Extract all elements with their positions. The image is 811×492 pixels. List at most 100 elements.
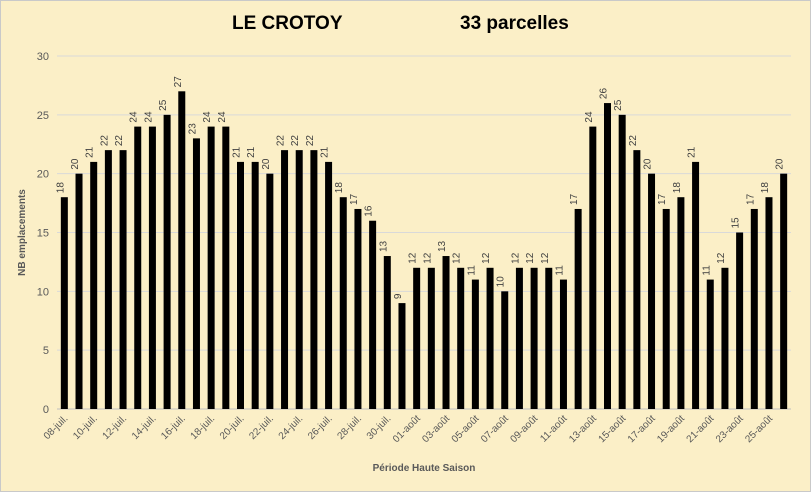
y-axis-title: NB emplacements bbox=[17, 189, 28, 276]
bar bbox=[442, 256, 450, 409]
data-label: 20 bbox=[70, 158, 81, 170]
data-label: 17 bbox=[657, 193, 668, 205]
bar bbox=[648, 173, 656, 409]
bar bbox=[589, 126, 597, 409]
x-tick-label: 10-juil. bbox=[71, 413, 100, 442]
bar bbox=[310, 150, 318, 409]
x-tick-label: 21-août bbox=[685, 413, 717, 445]
x-tick-label: 28-juil. bbox=[335, 413, 364, 442]
bar bbox=[457, 267, 465, 409]
bar bbox=[501, 291, 509, 409]
bar bbox=[545, 267, 553, 409]
data-label: 27 bbox=[173, 76, 184, 88]
bar bbox=[721, 267, 729, 409]
bar bbox=[765, 197, 773, 409]
bar bbox=[618, 114, 626, 409]
y-tick-label: 30 bbox=[37, 51, 49, 63]
bar bbox=[60, 197, 68, 409]
bar bbox=[192, 138, 200, 409]
data-label: 12 bbox=[422, 252, 433, 264]
bar bbox=[237, 161, 244, 409]
x-tick-label: 14-juil. bbox=[130, 413, 159, 442]
x-tick-label: 08-juil. bbox=[42, 413, 71, 442]
chart-title: LE CROTOY bbox=[232, 13, 343, 34]
bar bbox=[515, 267, 523, 409]
data-label: 18 bbox=[334, 182, 345, 194]
data-label: 21 bbox=[246, 146, 257, 158]
bar bbox=[736, 232, 744, 409]
x-tick-label: 09-août bbox=[508, 413, 540, 445]
bar bbox=[530, 267, 538, 409]
data-label: 10 bbox=[496, 276, 507, 288]
x-tick-label: 15-août bbox=[597, 413, 629, 445]
x-tick-label: 07-août bbox=[479, 413, 511, 445]
bar bbox=[559, 279, 567, 409]
data-label: 21 bbox=[232, 146, 243, 158]
x-tick-label: 23-août bbox=[714, 413, 746, 445]
data-label: 13 bbox=[437, 240, 448, 252]
bar bbox=[251, 161, 259, 409]
y-tick-label: 15 bbox=[37, 228, 49, 240]
bar bbox=[692, 161, 700, 409]
bar bbox=[104, 150, 112, 409]
data-label: 11 bbox=[466, 265, 477, 276]
data-label: 22 bbox=[290, 135, 301, 147]
y-tick-label: 10 bbox=[37, 286, 49, 298]
x-tick-label: 03-août bbox=[420, 413, 452, 445]
data-label: 24 bbox=[584, 111, 595, 123]
data-label: 18 bbox=[760, 182, 771, 194]
data-label: 24 bbox=[202, 111, 213, 123]
bar bbox=[207, 126, 215, 409]
bar bbox=[413, 267, 421, 409]
x-tick-label: 12-juil. bbox=[101, 413, 130, 442]
bar bbox=[354, 208, 362, 409]
data-label: 12 bbox=[510, 252, 521, 264]
bar bbox=[486, 267, 494, 409]
data-label: 12 bbox=[525, 252, 536, 264]
data-label: 23 bbox=[187, 123, 198, 135]
bar bbox=[398, 303, 406, 409]
y-tick-label: 5 bbox=[43, 345, 49, 357]
data-label: 21 bbox=[320, 146, 331, 158]
data-label: 26 bbox=[599, 88, 610, 100]
bar bbox=[574, 208, 582, 409]
x-tick-label: 01-août bbox=[391, 413, 423, 445]
bar bbox=[90, 161, 98, 409]
bar bbox=[325, 161, 333, 409]
data-label: 21 bbox=[687, 146, 698, 158]
chart-subtitle: 33 parcelles bbox=[460, 13, 569, 34]
data-label: 24 bbox=[143, 111, 154, 123]
bar bbox=[119, 150, 127, 409]
bar bbox=[383, 256, 391, 409]
data-label: 25 bbox=[158, 99, 169, 111]
x-tick-label: 11-août bbox=[538, 413, 569, 444]
data-label: 18 bbox=[55, 182, 66, 194]
data-label: 12 bbox=[540, 252, 551, 264]
bar bbox=[662, 208, 670, 409]
data-label: 12 bbox=[408, 252, 419, 264]
data-label: 20 bbox=[261, 158, 272, 170]
data-label: 22 bbox=[628, 135, 639, 147]
y-tick-label: 0 bbox=[43, 404, 49, 416]
bar bbox=[163, 114, 171, 409]
x-axis-title: Période Haute Saison bbox=[373, 463, 476, 474]
data-label: 17 bbox=[569, 193, 580, 205]
x-tick-label: 18-juil. bbox=[189, 413, 218, 442]
bar bbox=[178, 91, 186, 410]
data-label: 22 bbox=[305, 135, 316, 147]
data-label: 11 bbox=[701, 265, 712, 276]
x-tick-label: 30-juil. bbox=[365, 413, 394, 442]
x-tick-label: 22-juil. bbox=[247, 413, 276, 442]
data-label: 16 bbox=[364, 205, 375, 217]
data-label: 13 bbox=[378, 240, 389, 252]
x-tick-label: 13-août bbox=[567, 413, 599, 445]
bar bbox=[339, 197, 347, 409]
data-label: 22 bbox=[276, 135, 287, 147]
data-label: 25 bbox=[613, 99, 624, 111]
bar bbox=[427, 267, 435, 409]
data-label: 18 bbox=[672, 182, 683, 194]
x-tick-label: 05-août bbox=[450, 413, 482, 445]
data-label: 17 bbox=[745, 193, 756, 205]
data-label: 12 bbox=[716, 252, 727, 264]
